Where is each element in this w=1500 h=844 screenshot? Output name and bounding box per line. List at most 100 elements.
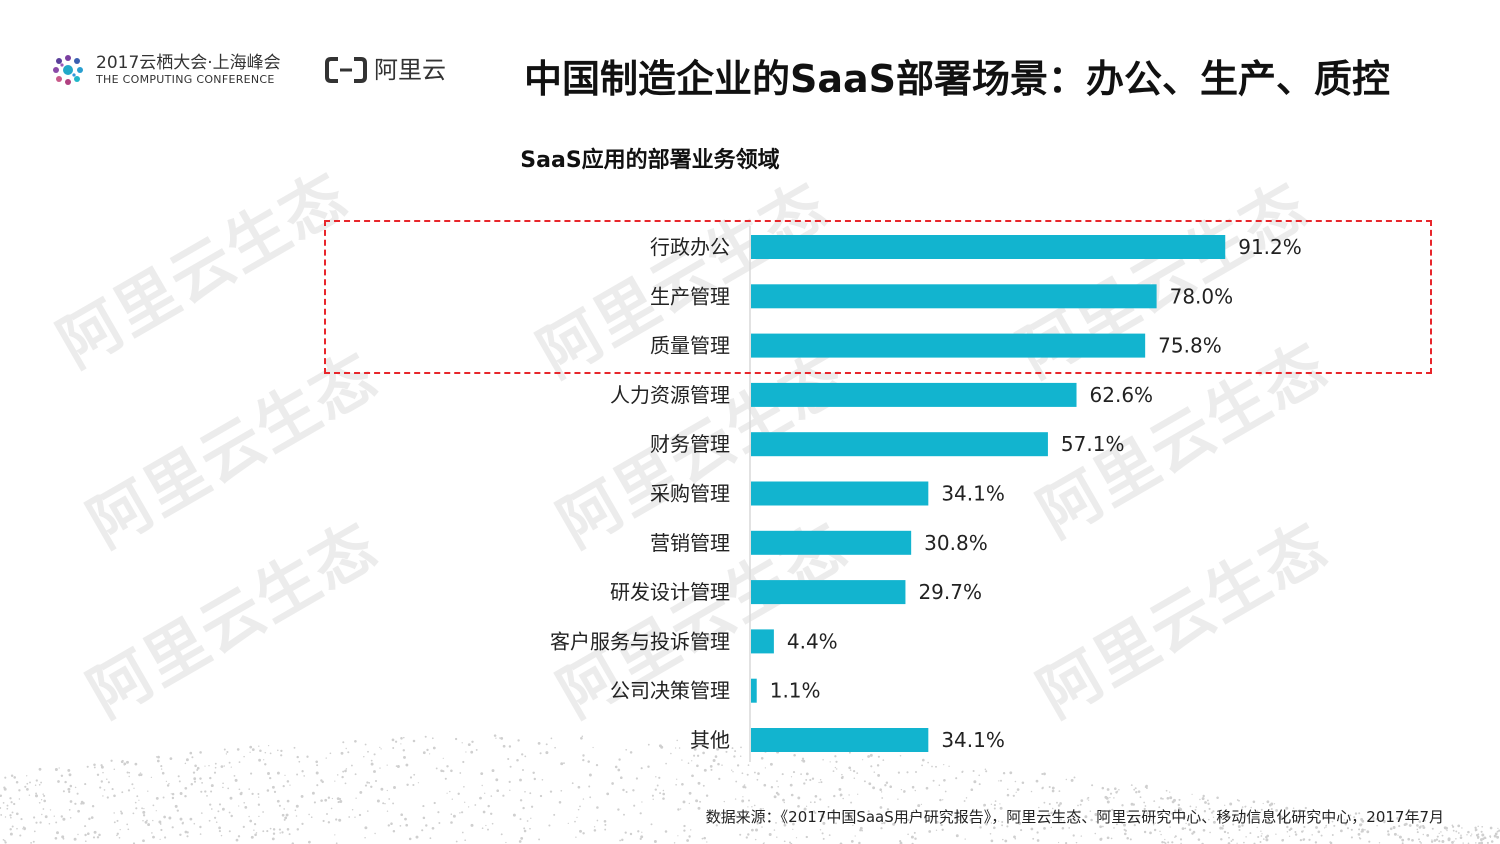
decor-dot <box>520 837 524 840</box>
decor-dot <box>128 775 130 778</box>
decor-dot <box>176 809 179 812</box>
decor-dot <box>1247 817 1250 820</box>
decor-dot <box>461 742 463 744</box>
decor-dot <box>209 776 212 780</box>
decor-dot <box>450 769 453 773</box>
decor-dot <box>74 802 77 805</box>
decor-dot <box>516 759 519 762</box>
decor-dot <box>611 782 614 785</box>
decor-dot <box>258 796 260 798</box>
decor-dot <box>19 834 22 837</box>
category-label: 生产管理 <box>650 284 730 308</box>
decor-dot <box>487 804 490 808</box>
decor-dot <box>1474 828 1478 832</box>
decor-dot <box>1343 819 1346 821</box>
decor-dot <box>313 801 316 804</box>
decor-dot <box>884 784 887 787</box>
decor-dot <box>1057 804 1061 807</box>
decor-dot <box>382 802 385 805</box>
decor-dot <box>693 747 697 751</box>
category-label: 财务管理 <box>650 432 730 456</box>
decor-dot <box>617 768 621 772</box>
decor-dot <box>278 804 281 807</box>
decor-dot <box>702 784 705 787</box>
decor-dot <box>1203 810 1207 813</box>
decor-dot <box>658 744 662 748</box>
decor-dot <box>1256 826 1258 829</box>
decor-dot <box>604 828 607 831</box>
decor-dot <box>637 830 640 833</box>
decor-dot <box>194 764 197 768</box>
decor-dot <box>120 810 122 813</box>
decor-dot <box>214 766 217 769</box>
decor-dot <box>1378 842 1381 844</box>
decor-dot <box>841 775 844 778</box>
decor-dot <box>322 819 325 823</box>
decor-dot <box>524 755 527 758</box>
decor-dot <box>429 837 432 840</box>
decor-dot <box>718 813 722 817</box>
decor-dot <box>1435 838 1439 841</box>
decor-dot <box>228 761 231 764</box>
decor-dot <box>920 803 923 806</box>
decor-dot <box>1325 824 1328 827</box>
decor-dot <box>948 765 950 768</box>
decor-dot <box>955 777 958 780</box>
decor-dot <box>606 792 610 796</box>
decor-dot <box>650 823 653 826</box>
decor-dot <box>189 751 193 755</box>
decor-dot <box>76 792 79 795</box>
decor-dot <box>1366 830 1370 834</box>
decor-dot <box>363 755 365 758</box>
decor-dot <box>35 794 38 798</box>
decor-dot <box>214 762 217 765</box>
decor-dot <box>251 792 254 796</box>
decor-dot <box>1422 824 1425 828</box>
decor-dot <box>240 791 243 795</box>
decor-dot <box>1191 832 1194 835</box>
decor-dot <box>683 829 686 832</box>
decor-dot <box>560 762 564 766</box>
decor-dot <box>255 832 258 834</box>
decor-dot <box>226 750 229 754</box>
decor-dot <box>90 816 94 819</box>
decor-dot <box>1050 826 1052 829</box>
decor-dot <box>1133 788 1136 791</box>
decor-dot <box>442 757 444 759</box>
decor-dot <box>1130 784 1133 787</box>
decor-dot <box>253 829 255 831</box>
decor-dot <box>480 772 484 776</box>
decor-dot <box>41 813 43 816</box>
decor-dot <box>747 799 751 802</box>
decor-dot <box>834 766 837 769</box>
decor-dot <box>725 750 728 753</box>
decor-dot <box>294 809 297 812</box>
decor-dot <box>655 776 657 778</box>
decor-dot <box>1051 807 1054 810</box>
decor-dot <box>1304 806 1307 810</box>
decor-dot <box>393 786 396 789</box>
value-label: 91.2% <box>1238 235 1302 259</box>
decor-dot <box>625 748 628 751</box>
decor-dot <box>688 791 692 795</box>
decor-dot <box>792 771 796 774</box>
decor-dot <box>781 820 784 823</box>
decor-dot <box>118 836 121 839</box>
decor-dot <box>1174 835 1177 838</box>
decor-dot <box>1350 836 1353 839</box>
decor-dot <box>809 778 812 782</box>
decor-dot <box>629 751 633 754</box>
decor-dot <box>723 747 726 749</box>
decor-dot <box>406 783 409 787</box>
decor-dot <box>1320 834 1323 837</box>
decor-dot <box>340 751 344 755</box>
decor-dot <box>1137 790 1141 793</box>
decor-dot <box>1286 825 1289 829</box>
decor-dot <box>998 820 1000 822</box>
decor-dot <box>577 785 581 789</box>
decor-dot <box>814 794 818 798</box>
decor-dot <box>67 768 71 772</box>
decor-dot <box>4 776 7 779</box>
decor-dot <box>1207 802 1210 805</box>
decor-dot <box>1154 822 1156 824</box>
